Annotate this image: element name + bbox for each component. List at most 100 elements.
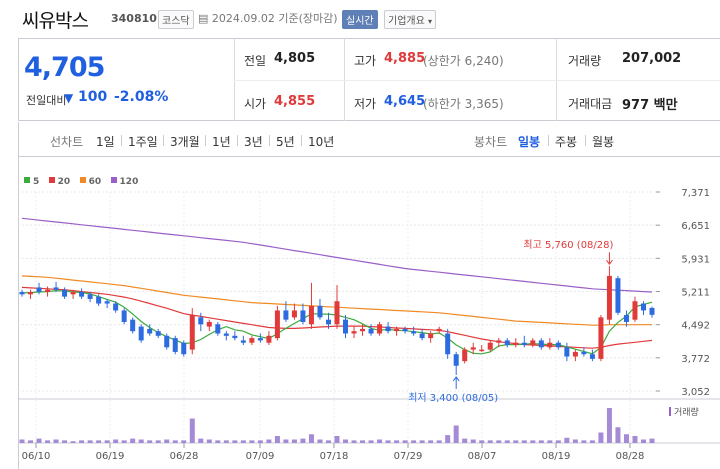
volume-bar — [368, 440, 374, 443]
candle-body — [257, 338, 263, 341]
volume-bar — [377, 439, 383, 443]
candle-body — [283, 310, 289, 320]
period-1w[interactable]: 1주일 — [128, 135, 158, 149]
candle-body — [640, 303, 646, 311]
line-chart-label: 선차트 — [50, 135, 84, 149]
volume-bar — [445, 435, 451, 443]
candle-body — [206, 321, 212, 327]
volume-bar — [572, 439, 578, 443]
legend-ma5: 5 — [24, 177, 39, 187]
volume-legend-marker — [669, 407, 671, 416]
candle-body — [547, 342, 553, 348]
volume-bar — [360, 440, 366, 443]
candle-body — [62, 289, 68, 297]
volume-bar — [496, 440, 502, 443]
change-percent: -2.08% — [114, 89, 169, 105]
volume-bar — [419, 440, 425, 443]
volume-bar — [36, 438, 42, 443]
period-monthly[interactable]: 월봉 — [592, 135, 615, 149]
candle-body — [181, 342, 187, 355]
down-arrow-icon: ▼ — [64, 91, 74, 105]
y-tick-label: 3,772 — [681, 354, 710, 365]
candle-body — [138, 326, 144, 341]
ma120-line — [21, 217, 653, 293]
candle-body — [555, 342, 561, 348]
volume-bar — [28, 440, 34, 443]
volume-bar — [547, 440, 553, 443]
candle-body — [428, 333, 434, 339]
candle-body — [266, 335, 272, 343]
volume-bar — [317, 439, 323, 443]
period-bar — [18, 122, 720, 157]
period-daily[interactable]: 일봉 — [518, 135, 541, 149]
chart-area[interactable] — [18, 157, 720, 469]
stock-name[interactable]: 씨유박스 — [22, 10, 89, 32]
upper-limit: (상한가 6,240) — [423, 54, 504, 68]
y-tick-label: 7,371 — [681, 188, 710, 199]
period-10y[interactable]: 10년 — [308, 135, 335, 149]
candle-body — [274, 310, 280, 339]
amount-value: 977 백만 — [622, 98, 678, 113]
period-3m[interactable]: 3개월 — [170, 135, 200, 149]
volume-bar — [87, 440, 93, 443]
candle-body — [155, 331, 161, 336]
max-arrowhead-icon — [606, 259, 613, 266]
candle-body — [572, 351, 578, 357]
x-tick-label: 06/10 — [22, 451, 51, 462]
candle-body — [53, 287, 59, 290]
volume-bar — [164, 439, 170, 443]
volume-bar — [487, 440, 493, 443]
quote-basis: 기준(장마감) — [278, 12, 338, 25]
volume-bar — [334, 436, 340, 443]
volume-bar — [428, 440, 434, 443]
candle-body — [232, 335, 238, 339]
stock-code: 340810 — [111, 12, 157, 25]
period-weekly[interactable]: 주봉 — [555, 135, 578, 149]
volume-bar — [623, 434, 629, 443]
volume-bar — [530, 440, 536, 443]
period-5y[interactable]: 5년 — [276, 135, 295, 149]
volume-bar — [300, 438, 306, 443]
period-3y[interactable]: 3년 — [244, 135, 263, 149]
volume-bar — [598, 432, 604, 443]
volume-bar — [606, 408, 612, 443]
high-label: 고가 — [354, 54, 377, 68]
volume-bar — [462, 438, 468, 443]
candle-body — [360, 328, 366, 332]
prev-close-value: 4,805 — [274, 51, 316, 66]
candle-body — [104, 301, 110, 304]
volume-bar — [266, 439, 272, 443]
volume-bar — [632, 436, 638, 443]
volume-bar — [351, 440, 357, 443]
legend-ma120: 120 — [110, 177, 138, 187]
volume-bar — [240, 440, 246, 443]
x-tick-label: 07/18 — [320, 451, 349, 462]
volume-bar — [513, 440, 519, 443]
candle-body — [606, 275, 612, 320]
volume-bar — [308, 434, 314, 443]
company-info-button[interactable]: 기업개요 ▾ — [384, 10, 437, 29]
volume-bar — [504, 440, 510, 443]
y-tick-label: 3,052 — [681, 387, 710, 398]
low-value: 4,645 — [384, 94, 426, 109]
candle-body — [198, 317, 204, 325]
candle-body — [496, 340, 502, 343]
volume-bar — [274, 436, 280, 443]
candle-body — [521, 342, 527, 346]
volume-bar — [53, 439, 59, 443]
candle-body — [402, 328, 408, 332]
x-tick-label: 07/09 — [246, 451, 275, 462]
y-tick-label: 5,931 — [681, 254, 710, 265]
period-1d[interactable]: 1일 — [96, 135, 115, 149]
date-info: ▤ 2024.09.02 기준(장마감) — [198, 10, 338, 26]
x-tick-label: 08/07 — [468, 451, 497, 462]
high-value: 4,885 — [384, 51, 426, 66]
candle-body — [308, 305, 314, 325]
candle-body — [436, 328, 442, 332]
realtime-button[interactable]: 실시간 — [342, 10, 378, 29]
period-1y[interactable]: 1년 — [212, 135, 231, 149]
candle-body — [623, 315, 629, 322]
volume-bar — [343, 439, 349, 443]
volume-bar — [257, 440, 263, 443]
